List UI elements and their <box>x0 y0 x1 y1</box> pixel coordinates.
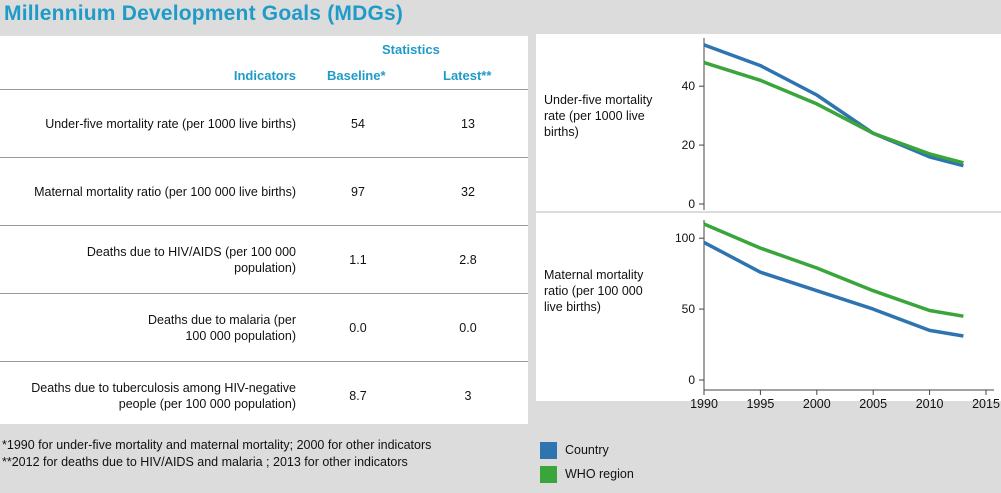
x-tick-label: 2010 <box>916 397 944 411</box>
footnote-1: *1990 for under-five mortality and mater… <box>2 438 432 452</box>
baseline-cell: 0.0 <box>349 320 367 335</box>
under-five-chart-panel <box>536 34 1001 211</box>
under-five-chart-label: Under-five mortality rate (per 1000 live… <box>544 93 653 139</box>
x-tick-label: 2005 <box>859 397 887 411</box>
y-tick-label: 0 <box>688 373 695 387</box>
latest-cell: 13 <box>461 116 475 131</box>
table-row: Deaths due to malaria (per 100 000 popul… <box>0 293 528 361</box>
baseline-header: Baseline* <box>327 68 386 83</box>
line-chart-svg: 0 20 40 0 50 100 1990 1995 2000 2005 2010 2015 <box>675 38 1000 411</box>
baseline-cell: 1.1 <box>349 252 367 267</box>
footnotes: *1990 for under-five mortality and mater… <box>2 437 431 471</box>
latest-cell: 32 <box>461 184 475 199</box>
indicator-cell: Maternal mortality ratio (per 100 000 li… <box>34 184 296 199</box>
indicator-cell: Deaths due to tuberculosis among HIV-neg… <box>31 380 296 411</box>
statistics-header: Statistics <box>382 42 440 57</box>
who-region-swatch <box>540 465 557 483</box>
latest-header: Latest** <box>443 68 492 83</box>
indicator-cell: Deaths due to malaria (per 100 000 popul… <box>148 312 296 343</box>
series-line-country <box>703 43 964 168</box>
y-tick-label: 100 <box>675 231 695 245</box>
baseline-cell: 97 <box>351 184 365 199</box>
legend-label-country: Country <box>565 443 609 457</box>
indicators-header: Indicators <box>233 68 296 83</box>
y-tick-label: 20 <box>682 138 696 152</box>
legend-label-who-region: WHO region <box>565 467 634 481</box>
trend-charts: Under-five mortality rate (per 1000 live… <box>536 34 1001 424</box>
baseline-cell: 8.7 <box>349 388 367 403</box>
indicator-cell: Deaths due to HIV/AIDS (per 100 000 popu… <box>86 244 296 275</box>
table-row: Deaths due to tuberculosis among HIV-neg… <box>0 361 528 429</box>
latest-cell: 2.8 <box>459 252 477 267</box>
mdg-statistics-table: Statistics Indicators Baseline* Latest**… <box>0 36 528 424</box>
y-tick-label: 50 <box>682 302 696 316</box>
chart-legend: Country WHO region <box>540 438 634 486</box>
x-tick-label: 2015 <box>972 397 1000 411</box>
page-title: Millennium Development Goals (MDGs) <box>4 2 404 25</box>
legend-item-who-region: WHO region <box>540 462 634 486</box>
x-tick-label: 2000 <box>803 397 831 411</box>
series-line-who-region <box>703 222 964 318</box>
x-tick-label: 1990 <box>690 397 718 411</box>
country-swatch <box>540 441 557 459</box>
maternal-chart-label: Maternal mortality ratio (per 100 000 li… <box>544 268 644 314</box>
y-tick-label: 40 <box>682 79 696 93</box>
table-row: Deaths due to HIV/AIDS (per 100 000 popu… <box>0 225 528 293</box>
table-row: Under-five mortality rate (per 1000 live… <box>0 89 528 157</box>
footnote-2: **2012 for deaths due to HIV/AIDS and ma… <box>2 455 408 469</box>
table-row: Maternal mortality ratio (per 100 000 li… <box>0 157 528 225</box>
legend-item-country: Country <box>540 438 634 462</box>
latest-cell: 0.0 <box>459 320 477 335</box>
series-line-who-region <box>703 60 964 165</box>
latest-cell: 3 <box>464 388 472 403</box>
baseline-cell: 54 <box>351 116 365 131</box>
x-tick-label: 1995 <box>746 397 774 411</box>
series-line-country <box>703 240 964 338</box>
indicator-cell: Under-five mortality rate (per 1000 live… <box>45 116 296 131</box>
y-tick-label: 0 <box>688 197 695 211</box>
